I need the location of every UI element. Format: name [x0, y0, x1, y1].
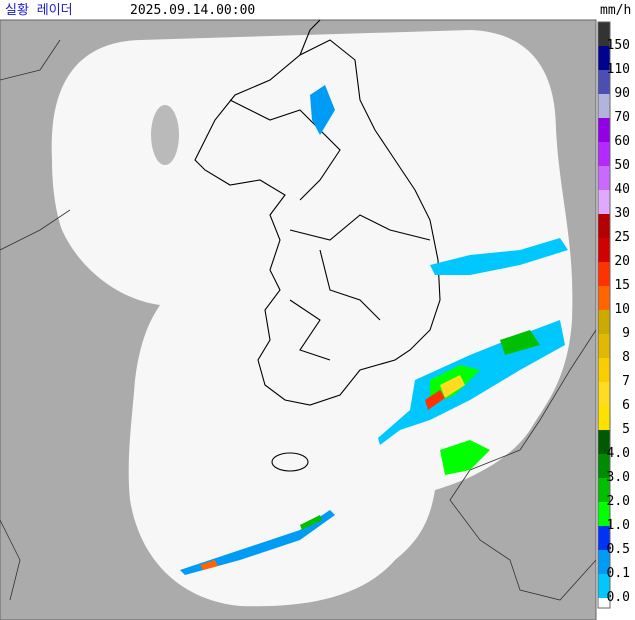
legend-swatch — [598, 70, 610, 94]
legend-label: 25 — [614, 230, 630, 245]
legend-swatch — [598, 310, 610, 334]
legend-swatch — [598, 46, 610, 70]
legend-label: 9 — [622, 326, 630, 341]
title: 실황 레이더 — [5, 3, 73, 18]
legend-swatch — [598, 214, 610, 238]
timestamp: 2025.09.14.00:00 — [130, 3, 255, 18]
foreign-coast — [0, 39, 597, 601]
legend-swatch — [598, 502, 610, 526]
legend-swatch — [598, 334, 610, 358]
rain-echoes — [180, 85, 568, 575]
legend-frame — [597, 21, 611, 609]
legend-swatch — [598, 286, 610, 310]
legend-label: 40 — [614, 182, 630, 197]
legend-label: 150 — [607, 38, 630, 53]
legend-label: 70 — [614, 110, 630, 125]
legend-label: 0.0 — [607, 590, 630, 605]
legend-swatch — [598, 406, 610, 430]
legend-swatch — [598, 454, 610, 478]
legend-label: 0.1 — [607, 566, 630, 581]
legend-label: 1.0 — [607, 518, 630, 533]
legend-swatch — [598, 190, 610, 214]
legend-label: 0.5 — [607, 542, 630, 557]
legend-swatch — [598, 574, 610, 598]
legend-label: 7 — [622, 374, 630, 389]
legend-swatch — [598, 238, 610, 262]
legend-label: 30 — [614, 206, 630, 221]
coastline — [194, 19, 441, 472]
legend-swatch — [598, 382, 610, 406]
legend-swatch — [598, 22, 610, 46]
clutter — [151, 105, 179, 165]
legend-label: 4.0 — [607, 446, 630, 461]
legend-swatch — [598, 142, 610, 166]
legend-swatch — [598, 262, 610, 286]
legend-label: 10 — [614, 302, 630, 317]
legend-label: 90 — [614, 86, 630, 101]
legend-label: 6 — [622, 398, 630, 413]
legend-label: 60 — [614, 134, 630, 149]
legend-swatch — [598, 478, 610, 502]
legend-label: 3.0 — [607, 470, 630, 485]
legend-label: 110 — [607, 62, 630, 77]
legend-label: 15 — [614, 278, 630, 293]
legend-swatch — [598, 430, 610, 454]
legend-unit: mm/h — [600, 3, 631, 18]
radar-coverage — [51, 30, 573, 607]
legend-label: 2.0 — [607, 494, 630, 509]
legend-swatch — [598, 94, 610, 118]
legend-swatch — [598, 166, 610, 190]
legend-swatch — [598, 358, 610, 382]
legend-swatch — [598, 526, 610, 550]
legend-label: 8 — [622, 350, 630, 365]
legend-label: 5 — [622, 422, 630, 437]
legend-label: 50 — [614, 158, 630, 173]
legend-label: 20 — [614, 254, 630, 269]
legend-swatch — [598, 550, 610, 574]
legend-swatch — [598, 118, 610, 142]
legend: 150 110 90 70 60 50 40 30 25 20 15 10 9 8 7 6 5 4.0 3.0 2.0… — [597, 21, 630, 609]
